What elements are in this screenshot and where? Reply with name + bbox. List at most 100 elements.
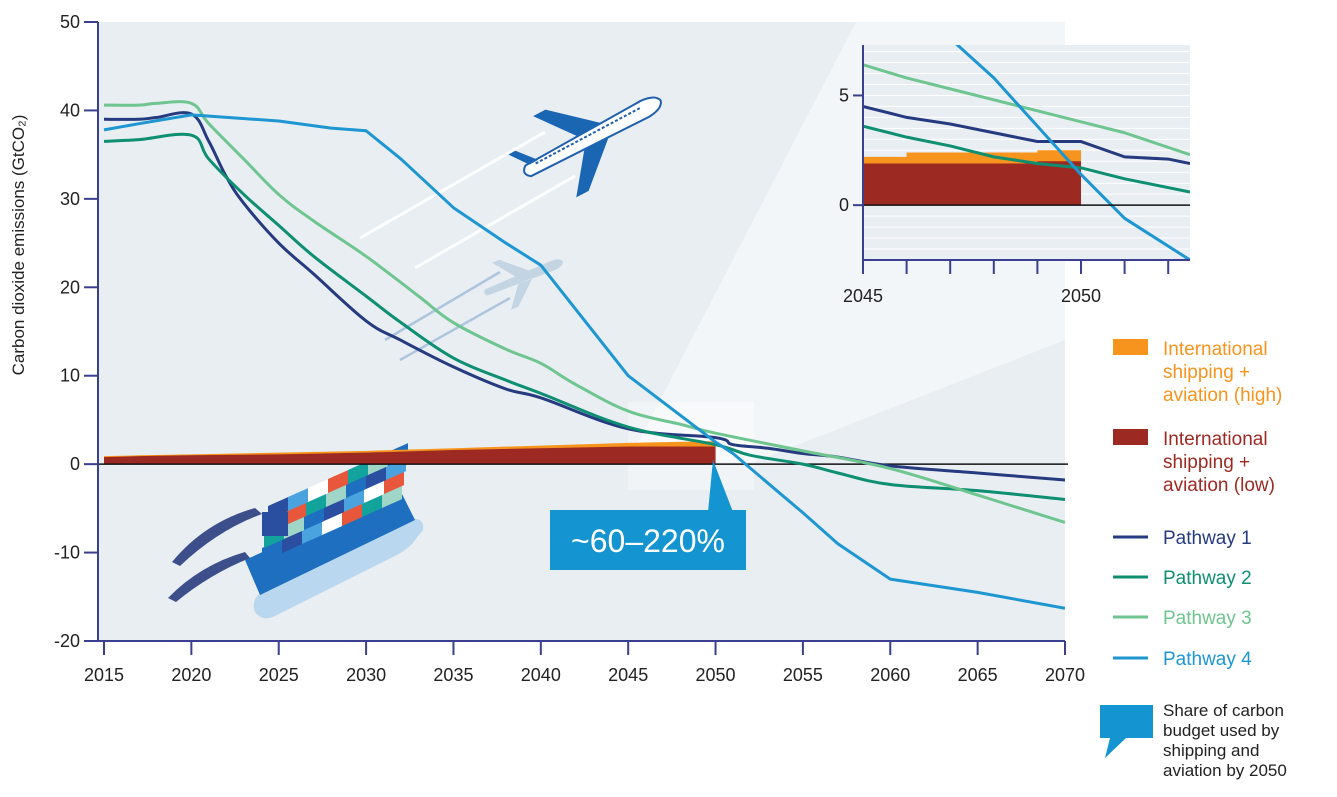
airplane-wing-top [533, 109, 603, 137]
x-tick-label: 2050 [696, 665, 736, 685]
ship-bridge [262, 512, 288, 536]
decorations [168, 96, 662, 619]
y-tick-label: -10 [54, 543, 80, 563]
callout: ~60–220% [550, 460, 746, 570]
ship-water-shadow [253, 518, 424, 619]
ship-container [262, 539, 282, 563]
airplane-fuselage [523, 96, 662, 178]
ship-container [286, 502, 306, 525]
ship-container [288, 488, 308, 512]
series-line-pathway-3 [103, 100, 1065, 524]
y-tick-label: 30 [60, 189, 80, 209]
y-tick-label: 50 [60, 12, 80, 32]
x-tick-label: 2060 [870, 665, 910, 685]
ship-wake [168, 508, 262, 602]
legend-item-pathway-4: Pathway 4 [1113, 649, 1252, 670]
legend-swatch [1113, 339, 1148, 355]
ship-container [348, 461, 368, 484]
airplane-shadow-icon [484, 259, 563, 310]
main-line-layer [103, 100, 1065, 610]
main-area-layer [104, 441, 716, 465]
callout-text: ~60–220% [571, 523, 725, 559]
series-line-pathway-4 [103, 113, 1065, 610]
inset-series-line-pathway-4 [955, 45, 1190, 260]
x-tick-label: 2065 [958, 665, 998, 685]
legend-label: Pathway 1 [1163, 528, 1252, 549]
airplane-shadow-shape [484, 259, 563, 310]
legend-label: International [1163, 429, 1268, 450]
x-tick-label: 2035 [433, 665, 473, 685]
ship-container [346, 475, 366, 498]
ship-container [344, 489, 364, 512]
ship-container [326, 484, 346, 507]
inset-area-international-shipping-aviation-low [863, 161, 1081, 206]
speech-bubble-icon [1100, 705, 1153, 758]
legend-label: Pathway 3 [1163, 608, 1252, 629]
inset-x-tick-label: 2050 [1061, 286, 1101, 306]
legend-label: International [1163, 339, 1268, 360]
ship-container [308, 479, 328, 503]
x-tick-label: 2020 [171, 665, 211, 685]
inset-chart: 0 5 2045 2050 [839, 45, 1190, 306]
legend-label: aviation (low) [1163, 475, 1275, 496]
legend-label: shipping + [1163, 452, 1250, 473]
ship-container [328, 470, 348, 493]
airplane-icon [508, 96, 662, 198]
callout-box [550, 510, 746, 570]
legend-label: Pathway 4 [1163, 649, 1252, 670]
legend-note-line: budget used by [1163, 721, 1280, 740]
y-tick-label: 20 [60, 277, 80, 297]
legend-note-line: aviation by 2050 [1163, 761, 1287, 780]
airplane-contrails [359, 130, 576, 270]
legend-label: Pathway 2 [1163, 568, 1252, 589]
ship-hull [245, 490, 415, 595]
ship-container [342, 503, 362, 527]
legend-item-pathway-2: Pathway 2 [1113, 568, 1252, 589]
inset-plot-layer [863, 45, 1190, 260]
x-tick-label: 2045 [608, 665, 648, 685]
x-tick-label: 2030 [346, 665, 386, 685]
airplane-tail [508, 150, 539, 165]
inset-series-line-pathway-3 [863, 63, 1190, 157]
ship-container [322, 512, 342, 536]
inset-series-line-pathway-2 [863, 124, 1190, 194]
ship-container [364, 480, 384, 503]
y-tick-label: 40 [60, 100, 80, 120]
ship-container [382, 485, 402, 509]
legend-label: shipping + [1163, 362, 1250, 383]
inset-series-line-pathway-1 [863, 104, 1190, 165]
ship-container [324, 498, 344, 521]
x-tick-label: 2015 [84, 665, 124, 685]
legend-label: aviation (high) [1163, 385, 1282, 406]
inset-y-tick-label: 5 [839, 85, 849, 105]
inset-y-tick-label: 0 [839, 195, 849, 215]
x-tick-label: 2040 [521, 665, 561, 685]
ship-container [366, 466, 386, 490]
y-tick-label: 10 [60, 366, 80, 386]
area-international-shipping-aviation-low [104, 446, 716, 465]
inset-x-tick-label: 2045 [843, 286, 883, 306]
y-axis-title: Carbon dioxide emissions (GtCO₂) [9, 115, 28, 376]
x-tick-label: 2070 [1045, 665, 1085, 685]
legend-swatch [1113, 429, 1148, 445]
airplane-wing-bottom [576, 135, 610, 198]
legend-note-line: Share of carbon [1163, 701, 1284, 720]
y-tick-label: -20 [54, 631, 80, 651]
ship-container [306, 493, 326, 516]
ship-container [284, 516, 304, 540]
ship-container [362, 494, 382, 517]
legend-item-pathway-1: Pathway 1 [1113, 528, 1252, 549]
x-tick-label: 2025 [259, 665, 299, 685]
ship-container [282, 530, 302, 553]
y-tick-label: 0 [70, 454, 80, 474]
series-line-pathway-2 [103, 132, 1065, 502]
legend-note-line: shipping and [1163, 741, 1259, 760]
callout-pointer [708, 460, 733, 512]
ship-container [302, 521, 322, 544]
